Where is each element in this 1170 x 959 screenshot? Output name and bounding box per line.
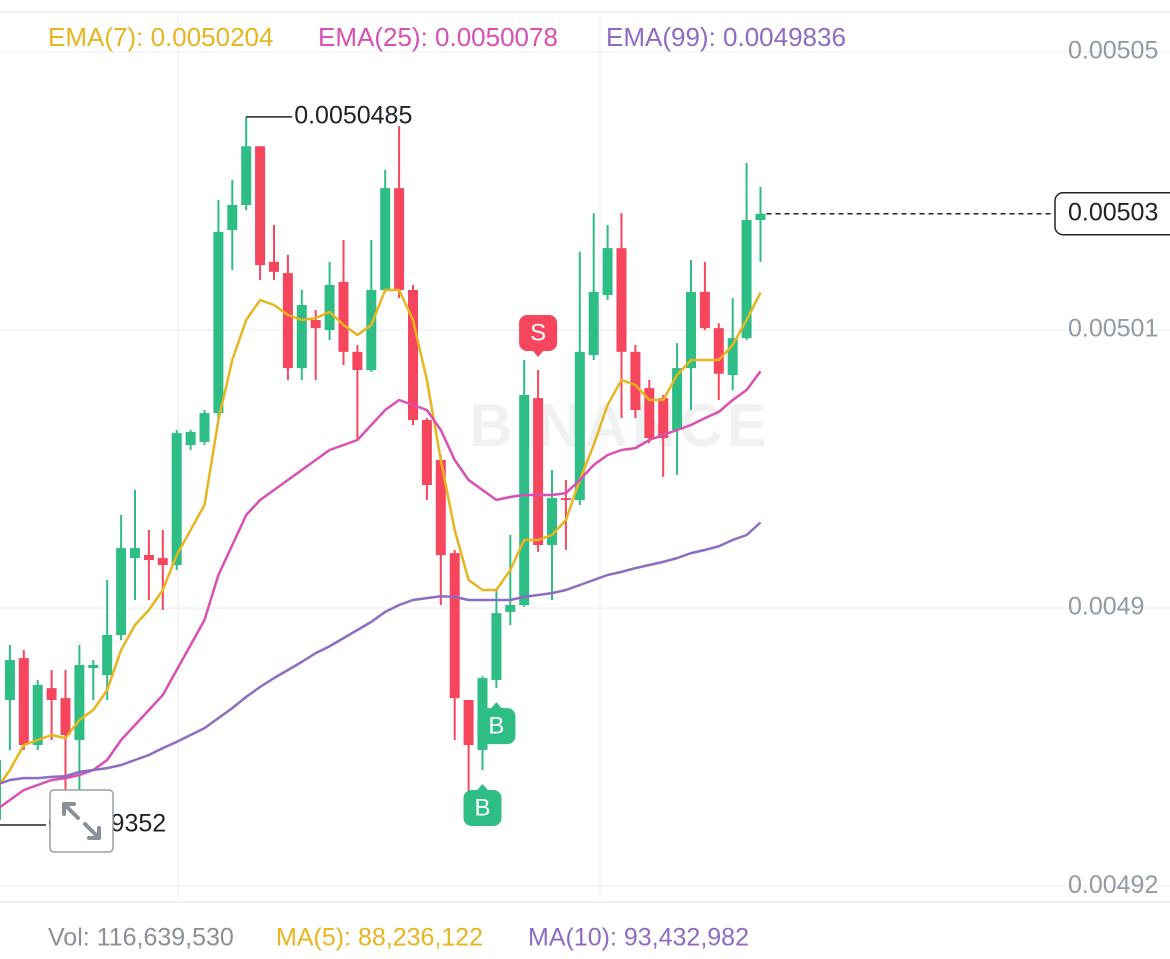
trade-marker: B [463, 784, 502, 826]
last-price-box [1054, 192, 1170, 236]
candle-body [630, 351, 641, 410]
candle-body [0, 760, 1, 820]
candle-body [102, 635, 113, 675]
candle-body [727, 338, 738, 375]
marker-badge [463, 790, 502, 826]
plot-area [0, 116, 766, 820]
legend-entry: EMA(25): 0.0050078 [318, 22, 558, 52]
candle-body [185, 431, 196, 445]
volume-legend-entry: MA(10): 93,432,982 [528, 924, 749, 952]
candle-body [338, 281, 349, 352]
candle-body [658, 398, 669, 439]
candle-body [74, 665, 85, 740]
candle-body [394, 188, 405, 290]
marker-badge [519, 315, 558, 351]
candle-body [143, 555, 154, 560]
candle-body [130, 548, 140, 559]
candle-body [435, 460, 446, 555]
candle-body [533, 398, 544, 545]
trade-marker: B [477, 702, 516, 745]
candle-body [491, 613, 502, 680]
marker-label: B [474, 794, 490, 821]
marker-tip [532, 350, 545, 357]
candle-body [255, 146, 266, 265]
candle-body [157, 558, 168, 565]
candle-body [88, 665, 99, 669]
candle-body [547, 498, 557, 545]
candle-body [282, 273, 293, 369]
candle-body [60, 698, 71, 735]
candle-body [32, 685, 43, 745]
candle-body [269, 261, 279, 272]
volume-legend-entry: Vol: 116,639,530 [48, 924, 234, 952]
grid [0, 51, 1170, 887]
ema-line [0, 370, 762, 809]
candle-body [686, 291, 696, 369]
candle-body [505, 605, 516, 612]
marker-label: B [488, 712, 504, 739]
candle-body [296, 305, 307, 369]
legend-entry: EMA(99): 0.0049836 [606, 22, 846, 52]
candle-body [560, 498, 571, 500]
overlay: 0.00505 0.00501 0.0049 0.00492 0.0050485 0.00… [0, 36, 1170, 899]
volume-legend: Vol: 116,639,530 MA(5): 88,236,122 MA(10):… [48, 924, 749, 952]
marker-tip [476, 784, 489, 791]
y-tick-label: 0.0049 [1068, 593, 1144, 621]
candle-body [741, 220, 752, 339]
candle-body [616, 248, 627, 352]
ema-line [0, 288, 762, 787]
ema-line [0, 521, 762, 785]
trade-marker: S [519, 315, 558, 357]
candle-body [46, 688, 57, 700]
candle-body [449, 553, 460, 699]
candle-body [116, 548, 127, 635]
legend: EMA(7): 0.0050204 EMA(25): 0.0050078 EMA(9… [48, 22, 846, 52]
marker-label: S [530, 319, 546, 346]
marker-badge [477, 708, 516, 745]
candle-body [324, 285, 335, 330]
candle-body [519, 395, 530, 605]
candle-body [380, 188, 391, 290]
candle-body [213, 231, 224, 414]
y-tick-label: 0.00492 [1068, 871, 1158, 899]
expand-box[interactable] [49, 789, 114, 853]
y-tick-label: 0.00501 [1068, 315, 1158, 343]
volume-legend-entry: MA(5): 88,236,122 [276, 924, 483, 952]
last-price-label: 0.00503 [1068, 198, 1158, 226]
watermark: BINANCE [469, 392, 770, 459]
candle-body [755, 213, 766, 220]
candle-body [18, 658, 29, 745]
candle-body [699, 291, 710, 329]
candle-body [644, 388, 655, 439]
candle-body [4, 660, 15, 700]
candle-body [241, 146, 252, 205]
candle-body [408, 290, 418, 420]
candle-body [366, 290, 377, 370]
candle-body [574, 351, 585, 500]
candle-body [310, 320, 321, 329]
candle-body [672, 368, 683, 430]
legend-entry: EMA(7): 0.0050204 [48, 22, 273, 52]
candle-body [421, 420, 432, 485]
candle-body [199, 413, 210, 442]
candle-body [713, 328, 724, 374]
candle-body [588, 291, 599, 355]
marker-tip [490, 702, 503, 710]
candle-body [227, 205, 238, 230]
y-tick-label: 0.00505 [1068, 36, 1158, 64]
expand-button[interactable] [49, 789, 114, 853]
candle-body [463, 700, 474, 745]
candle-body [352, 351, 363, 370]
candle-body [171, 433, 182, 565]
high-label: 0.0050485 [294, 101, 412, 129]
expand-icon[interactable] [62, 802, 101, 840]
candle-body [602, 248, 613, 295]
